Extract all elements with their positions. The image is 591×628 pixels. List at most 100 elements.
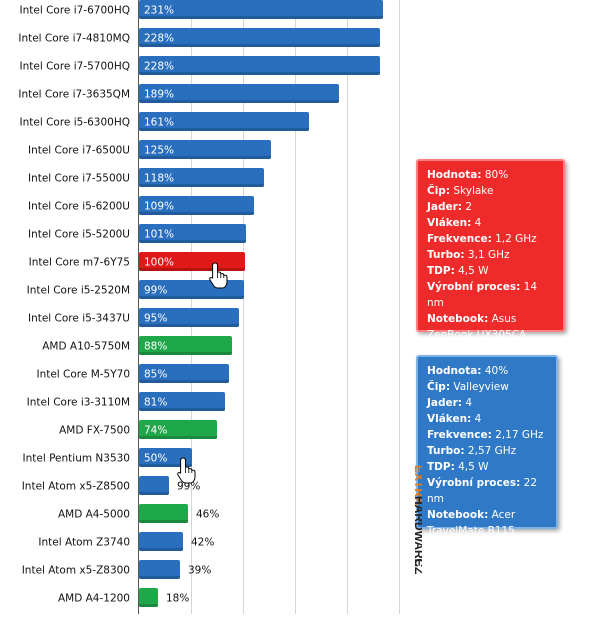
chart-bar[interactable]: [139, 0, 383, 19]
chart-bar-shade: [139, 212, 254, 215]
chart-bar[interactable]: [139, 84, 339, 103]
tooltip-label: TDP:: [427, 461, 455, 473]
chart-bar-shade: [139, 324, 239, 327]
tooltip-label: Turbo:: [427, 445, 465, 457]
chart-value-label: 42%: [191, 537, 214, 549]
chart-value-label: 18%: [166, 593, 189, 605]
tooltip-label: Výrobní proces:: [427, 477, 521, 489]
chart-bar-shade: [139, 16, 383, 19]
chart-category-label: Intel Core M-5Y70: [36, 369, 130, 381]
extrahardware-logo: EXTRA HARDWARE .CZ: [412, 465, 422, 574]
chart-value-label: 88%: [144, 341, 167, 353]
chart-category-label: Intel Core i7-5500U: [28, 173, 130, 185]
tooltip-value: Asus ZenBook UX305CA: [427, 313, 527, 341]
chart-bar-shade: [139, 380, 229, 383]
tooltip-label: Frekvence:: [427, 233, 492, 245]
tooltip-row: Výrobní proces: 14 nm: [427, 279, 554, 311]
chart-category-label: Intel Core i7-6700HQ: [20, 5, 131, 17]
chart-category-label: Intel Core i5-2520M: [27, 285, 130, 297]
chart-category-label: Intel Core i5-6200U: [28, 201, 130, 213]
chart-category-label: Intel Atom x5-Z8300: [22, 565, 130, 577]
chart-category-label: Intel Core i5-5200U: [28, 229, 130, 241]
chart-value-label: 85%: [144, 369, 167, 381]
tooltip-row: Frekvence: 2,17 GHz: [427, 427, 547, 443]
tooltip-row: Vláken: 4: [427, 411, 547, 427]
tooltip-row: TDP: 4,5 W: [427, 459, 547, 475]
chart-value-label: 99%: [144, 285, 167, 297]
tooltip-label: Jader:: [427, 397, 463, 409]
tooltip-row: Turbo: 3,1 GHz: [427, 247, 554, 263]
chart-bar-shade: [139, 268, 245, 271]
chart-bar[interactable]: [139, 196, 254, 215]
chart-category-label: Intel Pentium N3530: [23, 453, 131, 465]
chart-bar-shade: [139, 100, 339, 103]
chart-value-label: 74%: [144, 425, 167, 437]
tooltip-label: Hodnota:: [427, 365, 482, 377]
tooltip-value: 14 nm: [427, 281, 538, 309]
chart-value-label: 46%: [196, 509, 219, 521]
tooltip-row: Hodnota: 80%: [427, 167, 554, 183]
hand-cursor-icon: [209, 262, 228, 289]
tooltip-row: Výrobní proces: 22 nm: [427, 475, 547, 507]
chart-bar[interactable]: [139, 532, 183, 551]
chart-value-label: 161%: [144, 117, 174, 129]
tooltip-label: Vláken:: [427, 413, 472, 425]
chart-bar[interactable]: [139, 308, 239, 327]
chart-bar-shade: [139, 548, 183, 551]
chart-bar[interactable]: [139, 392, 225, 411]
chart-bar[interactable]: [139, 504, 188, 523]
chart-bar[interactable]: [139, 28, 380, 47]
tooltip-value: 4,5 W: [454, 461, 489, 473]
chart-bar[interactable]: [139, 420, 217, 439]
tooltip-row: TDP: 4,5 W: [427, 263, 554, 279]
tooltip-row: Jader: 4: [427, 395, 547, 411]
tooltip-label: Čip:: [427, 381, 451, 393]
chart-category-label: Intel Core i5-6300HQ: [20, 117, 131, 129]
chart-bar[interactable]: [139, 168, 264, 187]
tooltip-row: Hodnota: 40%: [427, 363, 547, 379]
chart-bars: [139, 0, 383, 607]
chart-bar[interactable]: [139, 364, 229, 383]
chart-bar-shade: [139, 576, 180, 579]
tooltip-value: 4,5 W: [454, 265, 489, 277]
tooltip-label: Notebook:: [427, 509, 489, 521]
chart-bar[interactable]: [139, 560, 180, 579]
chart-bar[interactable]: [139, 140, 271, 159]
tooltip-label: Notebook:: [427, 313, 489, 325]
chart-bar-shade: [139, 240, 246, 243]
tooltip-row: Čip: Skylake: [427, 183, 554, 199]
chart-bar[interactable]: [139, 112, 309, 131]
chart-value-label: 125%: [144, 145, 174, 157]
chart-bar[interactable]: [139, 476, 169, 495]
chart-value-labels: 231% 228% 228% 189% 161% 125% 118% 109% 101% 100%…: [144, 5, 219, 605]
tooltip-value: 2: [462, 201, 473, 213]
tooltip-blue: Hodnota: 40% Čip: Valleyview Jader: 4 Vláke…: [416, 355, 558, 537]
chart-value-label: 231%: [144, 5, 174, 17]
chart-bar[interactable]: [139, 588, 158, 607]
logo-text-hardware: HARDWARE: [412, 496, 422, 567]
chart-category-label: Intel Core i7-4810MQ: [18, 33, 130, 45]
tooltip-value: 4: [462, 397, 473, 409]
tooltip-value: Valleyview: [450, 381, 509, 393]
chart-bar[interactable]: [139, 252, 245, 271]
tooltip-value: 4: [471, 217, 482, 229]
tooltip-row: Frekvence: 1,2 GHz: [427, 231, 554, 247]
tooltip-row: Turbo: 2,57 GHz: [427, 443, 547, 459]
chart-bar[interactable]: [139, 224, 246, 243]
chart-value-label: 228%: [144, 61, 174, 73]
chart-bar-shade: [139, 604, 158, 607]
chart-bar-shade: [139, 156, 271, 159]
tooltip-value: 40%: [481, 365, 509, 377]
tooltip-value: 2,17 GHz: [491, 429, 544, 441]
chart-bar[interactable]: [139, 448, 192, 467]
chart-bar[interactable]: [139, 336, 232, 355]
chart-category-label: Intel Core i5-3437U: [28, 313, 130, 325]
tooltip-value: 22 nm: [427, 477, 538, 505]
chart-bar-shade: [139, 520, 188, 523]
tooltip-label: Vláken:: [427, 217, 472, 229]
hand-cursor-icon: [177, 457, 196, 484]
chart-bar[interactable]: [139, 56, 380, 75]
chart-category-label: Intel Core i7-6500U: [28, 145, 130, 157]
tooltip-row: Notebook: Asus ZenBook UX305CA: [427, 311, 554, 343]
